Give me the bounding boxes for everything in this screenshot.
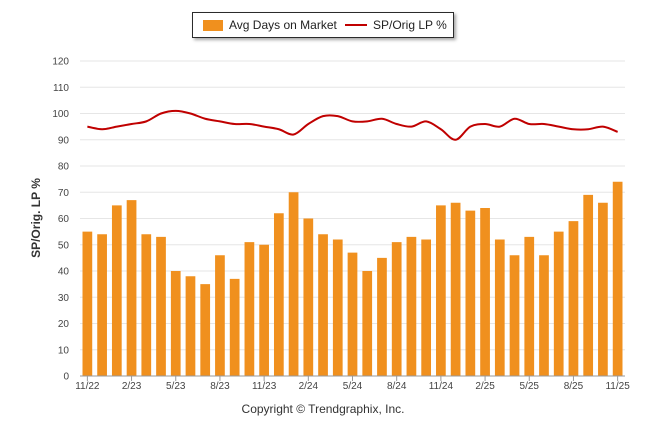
y-tick-label: 110 xyxy=(53,83,69,94)
bar[interactable] xyxy=(244,242,255,376)
bar[interactable] xyxy=(598,202,608,376)
y-tick-label: 120 xyxy=(52,57,69,68)
bar[interactable] xyxy=(568,221,579,376)
y-tick-label: 40 xyxy=(58,267,70,278)
bar[interactable] xyxy=(612,181,623,376)
bar[interactable] xyxy=(450,202,461,376)
y-tick-label: 20 xyxy=(58,319,70,330)
bar[interactable] xyxy=(126,200,137,376)
bar[interactable] xyxy=(215,255,225,376)
bar[interactable] xyxy=(421,239,432,377)
y-tick-label: 30 xyxy=(58,293,70,304)
x-axis: 11/22 2/23 5/23 8/23 11/23 2/24 5/24 8/24 11/24 2… xyxy=(75,375,630,392)
legend-swatch-bar xyxy=(203,19,223,31)
bar[interactable] xyxy=(229,278,240,376)
legend-item-avg-days[interactable]: Avg Days on Market xyxy=(203,18,337,32)
line-series xyxy=(87,109,619,141)
bar[interactable] xyxy=(170,271,181,376)
bar[interactable] xyxy=(347,252,358,376)
y-tick-label: 10 xyxy=(58,345,70,356)
y-tick-label: 80 xyxy=(58,162,70,173)
bar[interactable] xyxy=(465,210,476,376)
y-tick-label: 60 xyxy=(58,214,70,225)
legend-swatch-line xyxy=(345,24,367,26)
y-axis-title: SP/Orig. LP % xyxy=(29,178,43,258)
x-tick-label: 2/23 xyxy=(122,381,142,392)
y-tick-label: 90 xyxy=(58,135,70,146)
legend-item-sp-orig[interactable]: SP/Orig LP % xyxy=(345,18,447,32)
legend: Avg Days on Market SP/Orig LP % xyxy=(192,12,454,38)
bar[interactable] xyxy=(273,213,284,376)
bar[interactable] xyxy=(82,231,93,376)
bar[interactable] xyxy=(303,218,314,377)
y-axis: 0 10 20 30 40 50 60 70 80 90 100 110 120 xyxy=(52,57,69,383)
bar[interactable] xyxy=(362,271,373,376)
bar[interactable] xyxy=(391,242,402,376)
x-tick-label: 11/22 xyxy=(75,381,100,392)
x-tick-label: 11/24 xyxy=(429,381,454,392)
x-tick-label: 5/25 xyxy=(520,381,540,392)
line-path[interactable] xyxy=(87,109,619,141)
x-tick-label: 11/25 xyxy=(605,381,630,392)
bar[interactable] xyxy=(494,239,505,377)
bar[interactable] xyxy=(524,236,535,376)
copyright-text: Copyright © Trendgraphix, Inc. xyxy=(241,402,405,416)
y-tick-label: 100 xyxy=(52,109,69,120)
bar[interactable] xyxy=(553,231,564,376)
x-tick-label: 11/23 xyxy=(252,381,277,392)
bar[interactable] xyxy=(406,236,417,376)
x-tick-label: 8/25 xyxy=(564,381,584,392)
bar[interactable] xyxy=(97,234,107,376)
bar[interactable] xyxy=(377,257,387,376)
bar[interactable] xyxy=(318,234,328,376)
bar[interactable] xyxy=(111,205,122,376)
legend-label-avg-days: Avg Days on Market xyxy=(229,18,337,32)
x-tick-label: 8/24 xyxy=(387,381,407,392)
y-tick-label: 0 xyxy=(63,372,69,383)
y-tick-label: 70 xyxy=(58,188,70,199)
y-tick-label: 50 xyxy=(58,240,70,251)
bar[interactable] xyxy=(259,244,269,376)
bar[interactable] xyxy=(332,239,343,377)
legend-label-sp-orig: SP/Orig LP % xyxy=(373,18,447,32)
bar[interactable] xyxy=(539,255,549,376)
bar[interactable] xyxy=(288,192,299,376)
bar[interactable] xyxy=(141,234,152,376)
x-tick-label: 8/23 xyxy=(210,381,230,392)
bar[interactable] xyxy=(480,208,490,376)
bar[interactable] xyxy=(436,205,446,376)
x-tick-label: 5/23 xyxy=(166,381,186,392)
bar[interactable] xyxy=(156,236,166,376)
bar[interactable] xyxy=(185,276,196,376)
x-tick-label: 2/25 xyxy=(475,381,495,392)
x-tick-label: 5/24 xyxy=(343,381,363,392)
bar[interactable] xyxy=(583,194,594,376)
bar[interactable] xyxy=(509,255,520,376)
x-tick-label: 2/24 xyxy=(299,381,319,392)
bar-series xyxy=(82,181,623,377)
bar[interactable] xyxy=(200,284,211,376)
